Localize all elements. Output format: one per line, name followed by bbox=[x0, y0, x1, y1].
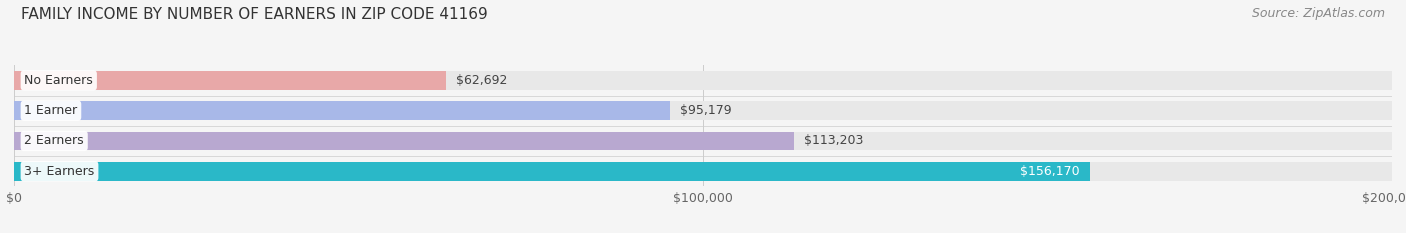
Text: $62,692: $62,692 bbox=[457, 74, 508, 87]
Text: No Earners: No Earners bbox=[24, 74, 93, 87]
Bar bbox=[14, 132, 794, 150]
Bar bbox=[14, 71, 446, 90]
Bar bbox=[14, 101, 1392, 120]
Bar bbox=[14, 71, 1392, 90]
Bar bbox=[14, 162, 1392, 181]
Bar bbox=[14, 132, 1392, 150]
Text: FAMILY INCOME BY NUMBER OF EARNERS IN ZIP CODE 41169: FAMILY INCOME BY NUMBER OF EARNERS IN ZI… bbox=[21, 7, 488, 22]
Text: Source: ZipAtlas.com: Source: ZipAtlas.com bbox=[1251, 7, 1385, 20]
Bar bbox=[14, 162, 1090, 181]
Text: $156,170: $156,170 bbox=[1019, 165, 1080, 178]
Text: 2 Earners: 2 Earners bbox=[24, 134, 84, 147]
Text: 3+ Earners: 3+ Earners bbox=[24, 165, 94, 178]
Bar bbox=[14, 101, 669, 120]
Text: $95,179: $95,179 bbox=[681, 104, 731, 117]
Text: $113,203: $113,203 bbox=[804, 134, 863, 147]
Text: 1 Earner: 1 Earner bbox=[24, 104, 77, 117]
